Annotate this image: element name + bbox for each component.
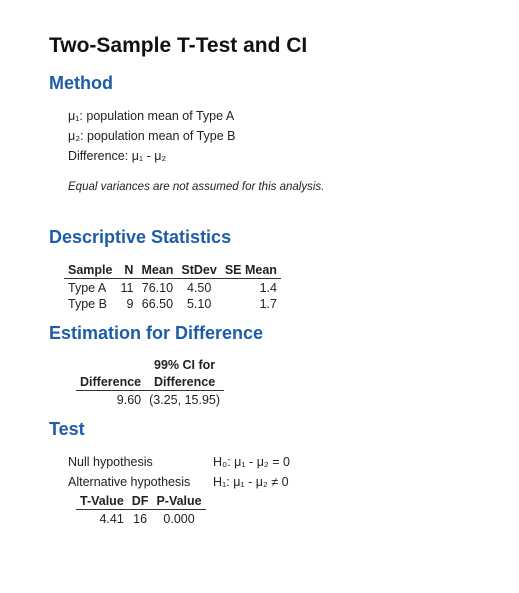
cell-stdev: 5.10	[186, 297, 212, 311]
cell-difference: 9.60	[116, 393, 142, 407]
test-heading: Test	[49, 419, 85, 439]
col-p-value: P-Value	[152, 494, 206, 510]
test-header-row: T-Value DF P-Value	[76, 494, 206, 510]
table-row: Type A 11 76.10 4.50 1.4	[64, 279, 281, 295]
cell-n: 11	[120, 281, 134, 295]
null-hypothesis-value: H₀: μ₁ - μ₂ = 0	[213, 455, 290, 469]
cell-se-mean: 1.4	[259, 281, 277, 295]
cell-p-value: 0.000	[163, 512, 195, 526]
col-se-mean: SE Mean	[220, 263, 281, 279]
alt-hypothesis-value: H₁: μ₁ - μ₂ ≠ 0	[213, 475, 289, 489]
cell-df: 16	[133, 512, 148, 526]
method-difference: Difference: μ₁ - μ₂	[68, 149, 167, 163]
cell-se-mean: 1.7	[259, 297, 277, 311]
descriptive-header-row: Sample N Mean StDev SE Mean	[64, 263, 281, 279]
cell-mean: 76.10	[141, 281, 174, 295]
test-table: T-Value DF P-Value 4.41 16 0.000	[76, 494, 206, 526]
cell-sample: Type B	[68, 297, 107, 311]
estimation-header-top-row: 99% CI for	[76, 358, 224, 375]
col-ci-difference: Difference	[145, 375, 225, 391]
cell-n: 9	[126, 297, 134, 311]
col-n: N	[116, 263, 138, 279]
col-mean: Mean	[137, 263, 178, 279]
col-sample: Sample	[64, 263, 117, 279]
cell-stdev: 4.50	[186, 281, 212, 295]
cell-mean: 66.50	[141, 297, 174, 311]
col-t-value: T-Value	[76, 494, 128, 510]
estimation-heading: Estimation for Difference	[49, 323, 264, 343]
method-note: Equal variances are not assumed for this…	[68, 181, 325, 193]
table-row: 4.41 16 0.000	[76, 510, 206, 526]
method-mu1: μ₁: population mean of Type A	[68, 109, 235, 123]
table-row: 9.60 (3.25, 15.95)	[76, 391, 224, 407]
cell-t-value: 4.41	[99, 512, 124, 526]
col-ci-top: 99% CI for	[154, 358, 216, 372]
col-stdev: StDev	[177, 263, 221, 279]
estimation-header-row: Difference Difference	[76, 375, 225, 391]
col-df: DF	[127, 494, 153, 510]
null-hypothesis-label: Null hypothesis	[68, 455, 153, 469]
cell-sample: Type A	[68, 281, 107, 295]
cell-ci: (3.25, 15.95)	[149, 393, 221, 407]
method-mu2: μ₂: population mean of Type B	[68, 129, 236, 143]
estimation-table: 99% CI for Difference Difference 9.60 (3…	[76, 358, 225, 407]
alt-hypothesis-label: Alternative hypothesis	[68, 475, 191, 489]
col-difference: Difference	[76, 375, 146, 391]
descriptive-table: Sample N Mean StDev SE Mean Type A 11 76…	[64, 263, 281, 311]
method-heading: Method	[49, 73, 113, 93]
table-row: Type B 9 66.50 5.10 1.7	[64, 295, 281, 311]
page-title: Two-Sample T-Test and CI	[49, 34, 308, 57]
estimation-header-spacer	[76, 358, 145, 375]
descriptive-heading: Descriptive Statistics	[49, 227, 232, 247]
